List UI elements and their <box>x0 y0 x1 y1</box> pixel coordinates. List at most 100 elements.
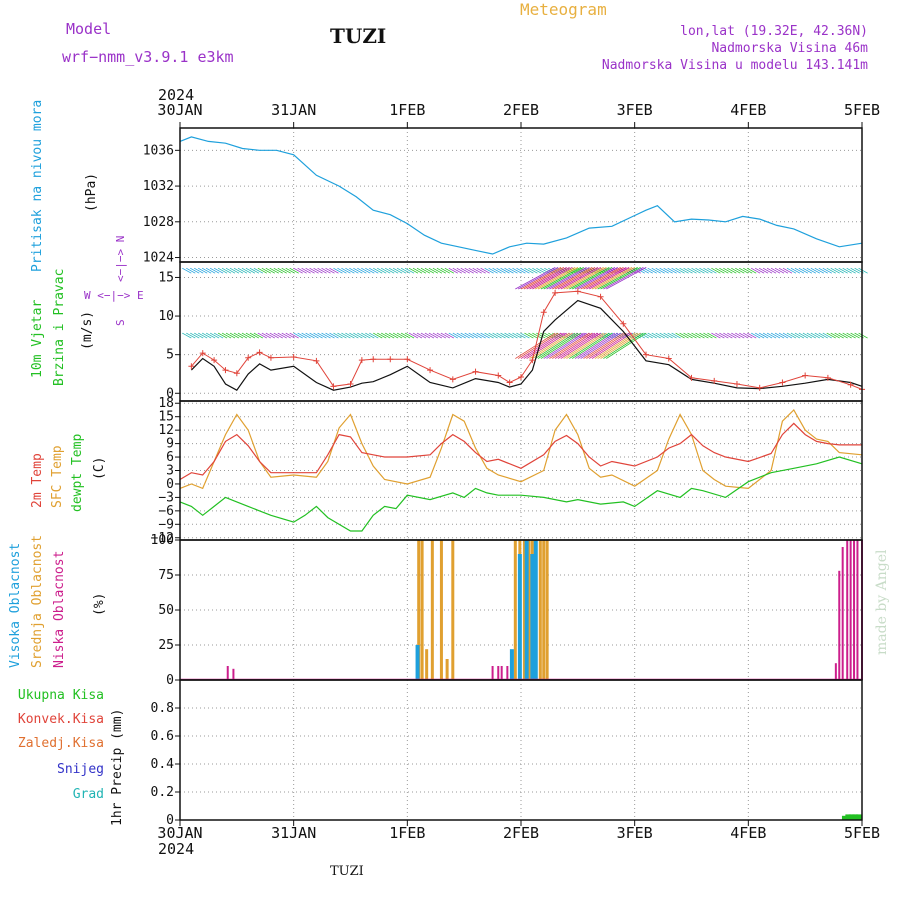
wind-direction-arrow <box>858 332 868 339</box>
wind-gust-marker <box>199 350 206 357</box>
wind-gust-marker <box>449 376 456 383</box>
wind-direction-arrow <box>798 267 809 274</box>
wind-direction-arrow <box>663 267 673 274</box>
wind-direction-arrow <box>703 332 713 339</box>
wind-direction-arrow <box>532 267 542 274</box>
wind-direction-arrow <box>325 267 335 274</box>
wind-fan-arrow <box>543 332 584 359</box>
compass-east: E <box>137 289 144 302</box>
wind-direction-arrow <box>750 332 761 339</box>
wind-direction-arrow <box>194 267 204 274</box>
wind-direction-arrow <box>711 332 721 339</box>
wind-fan-arrow <box>577 332 619 359</box>
wind-direction-arrow <box>341 332 351 339</box>
time-tick-bottom: 1FEB <box>389 824 425 842</box>
wind-direction-arrow <box>707 267 717 274</box>
wind-direction-arrow <box>774 332 785 339</box>
wind-direction-arrow <box>615 332 626 339</box>
cloud-bar <box>445 659 449 680</box>
pressure-tick-label: 1024 <box>143 251 174 266</box>
wind-direction-arrow <box>508 332 518 339</box>
wind-direction-arrow <box>850 332 860 339</box>
wind-fan-arrow <box>571 332 613 359</box>
wind-direction-arrow <box>750 267 761 274</box>
cloud-bar <box>522 540 526 680</box>
wind-direction-arrow <box>512 267 522 274</box>
wind-fan-arrow <box>529 267 570 290</box>
wind-direction-arrow <box>846 267 856 274</box>
compass-west: W <box>84 289 91 302</box>
wind-fan-arrow <box>586 267 627 290</box>
wind-fan-arrow <box>574 332 616 359</box>
wind-direction-arrow <box>723 267 733 274</box>
wind-fan-arrow <box>597 267 638 290</box>
wind-fan-arrow <box>534 332 576 359</box>
wind-tick-label: 5 <box>166 348 174 363</box>
wind-direction-arrow <box>667 332 677 339</box>
wind-gust-marker <box>847 381 854 388</box>
wind-direction-arrow <box>711 267 721 274</box>
wind-direction-arrow <box>651 267 661 274</box>
wind-fan-arrow <box>583 267 624 290</box>
wind-direction-arrow <box>221 267 232 274</box>
time-tick-bottom: 30JAN <box>157 824 202 842</box>
wind-direction-arrow <box>675 332 685 339</box>
wind-gust-marker <box>330 383 337 390</box>
wind-direction-arrow <box>369 332 379 339</box>
wind-direction-arrow <box>731 332 741 339</box>
wind-speed-series <box>190 299 863 391</box>
wind-direction-arrow <box>452 267 462 274</box>
wind-fan-arrow <box>574 267 616 290</box>
wind-gust-marker <box>387 356 394 363</box>
wind-fan-arrow <box>537 267 579 290</box>
wind-direction-arrow <box>225 332 236 339</box>
wind-direction-arrow <box>253 332 264 339</box>
wind-direction-arrow <box>313 332 323 339</box>
wind-direction-arrow <box>476 332 486 339</box>
wind-direction-arrow <box>719 267 729 274</box>
temp-tick-label: 15 <box>158 410 174 425</box>
wind-direction-arrow <box>575 332 586 339</box>
wind-direction-arrow <box>182 267 192 274</box>
time-tick-top: 1FEB <box>389 101 425 119</box>
wind-direction-arrow <box>607 332 618 339</box>
compass-n: <−|−> N <box>114 236 127 282</box>
cloud-bar <box>451 540 455 680</box>
wind-direction-arrow <box>834 332 844 339</box>
cloud-bar <box>533 540 538 680</box>
wind-direction-arrow <box>826 332 836 339</box>
precip-tick-label: 0.8 <box>151 701 174 716</box>
wind-direction-arrow <box>416 332 427 339</box>
altitude-text: Nadmorska Visina 46m <box>711 41 868 56</box>
wind-fan-arrow <box>588 332 630 359</box>
wind-direction-arrow <box>456 267 466 274</box>
wind-direction-arrow <box>297 332 307 339</box>
wind-direction-arrow <box>357 267 367 274</box>
time-tick-bottom: 2FEB <box>503 824 539 842</box>
temp-tick-label: 18 <box>158 396 174 411</box>
wind-fan-arrow <box>517 332 559 359</box>
wind-direction-arrow <box>743 332 753 339</box>
wind-direction-arrow <box>468 332 478 339</box>
wind-direction-arrow <box>201 332 212 339</box>
wind-direction-arrow <box>651 332 661 339</box>
temp-tick-label: 3 <box>166 464 174 479</box>
time-tick-top: 30JAN <box>157 101 202 119</box>
wind-direction-arrow <box>579 332 590 339</box>
wind-direction-arrow <box>790 332 801 339</box>
wind-fan-arrow <box>543 267 584 290</box>
wind-direction-arrow <box>309 332 319 339</box>
wind-fan-arrow <box>569 332 610 359</box>
temp-2m-series <box>179 422 862 481</box>
wind-direction-arrow <box>480 332 490 339</box>
wind-gust-marker <box>211 357 218 364</box>
wind-direction-arrow <box>695 332 705 339</box>
wind-direction-arrow <box>365 332 375 339</box>
wind-gust-marker <box>347 381 354 388</box>
wind-tick-label: 15 <box>158 270 174 285</box>
cloud-bar <box>425 649 429 680</box>
wind-direction-arrow <box>635 332 645 339</box>
wind-fan-arrow <box>554 267 596 290</box>
wind-direction-arrow <box>428 332 439 339</box>
